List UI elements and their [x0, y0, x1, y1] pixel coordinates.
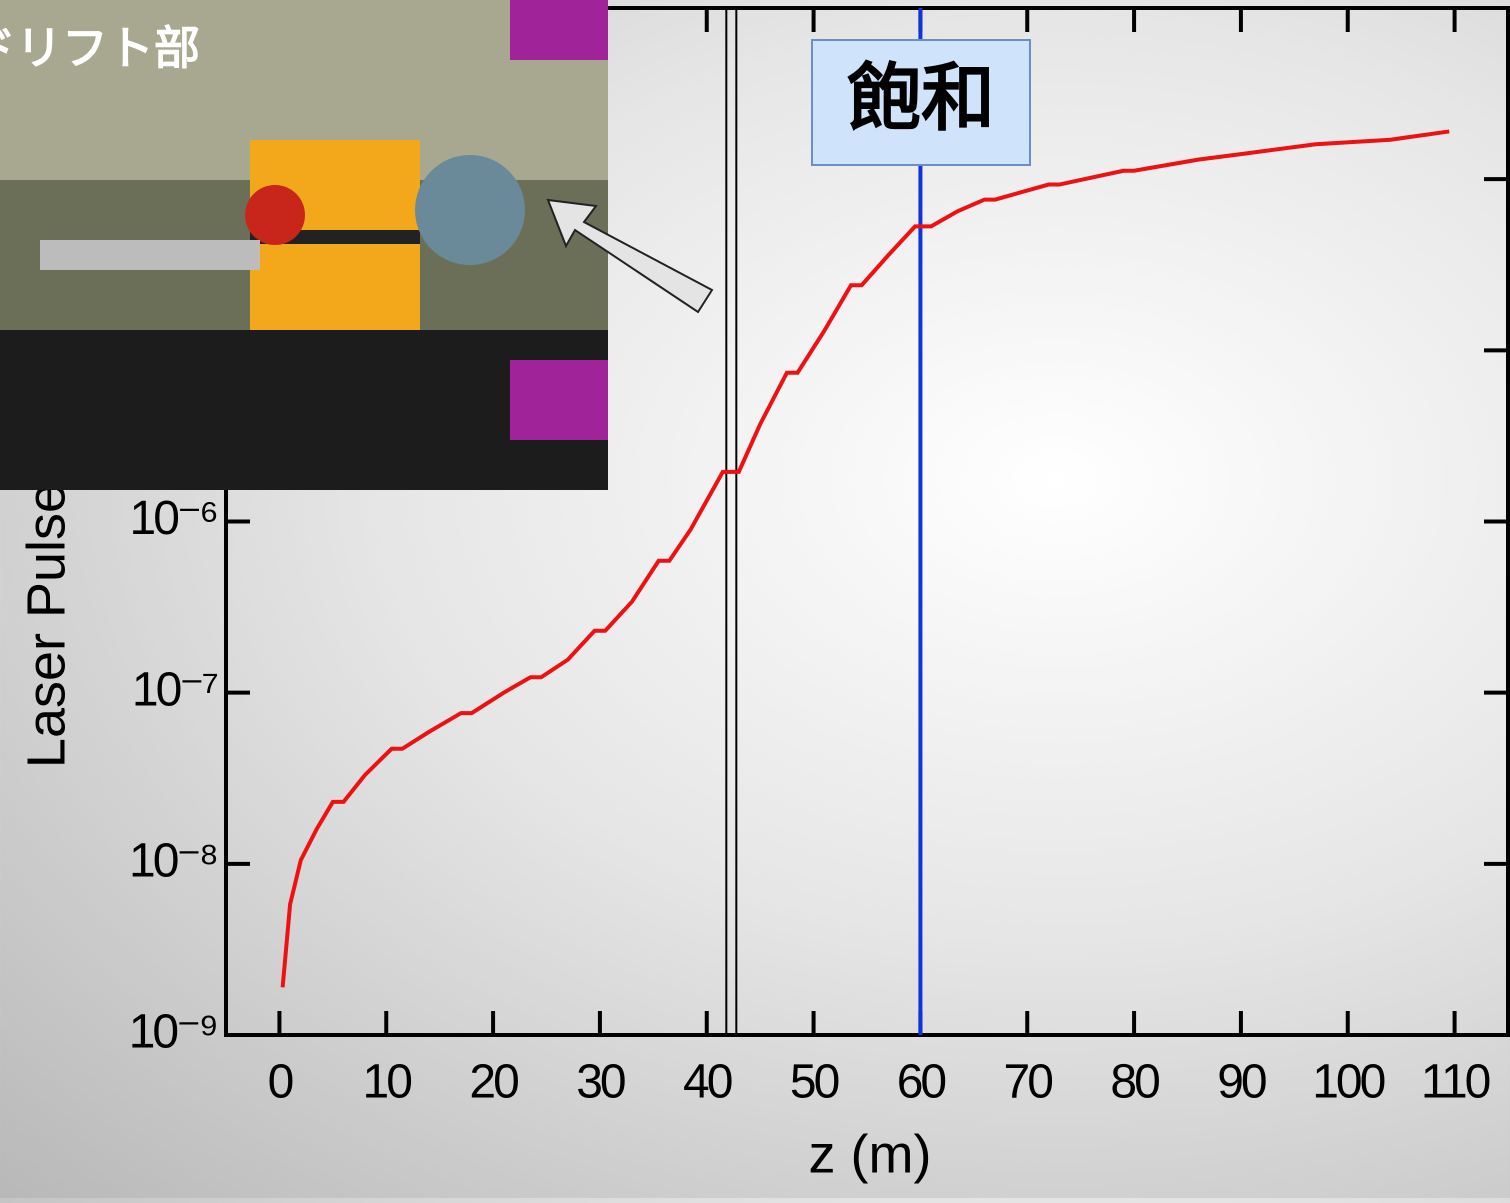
x-tick-label: 40 — [683, 1056, 732, 1109]
x-tick-label: 30 — [576, 1056, 625, 1109]
photo-purple — [510, 0, 608, 60]
x-tick-label: 10 — [363, 1056, 412, 1109]
photo-flange — [415, 155, 525, 265]
y-tick-label: 10⁻⁹ — [129, 1006, 217, 1059]
x-tick-label: 70 — [1004, 1056, 1053, 1109]
photo-caption: ドリフト部 — [0, 22, 200, 74]
x-tick-label: 50 — [790, 1056, 839, 1109]
x-tick-label: 60 — [897, 1056, 946, 1109]
annotation-box — [811, 39, 1031, 166]
x-tick-label: 20 — [469, 1056, 518, 1109]
photo-pipe — [40, 240, 260, 270]
x-tick-label: 90 — [1217, 1056, 1266, 1109]
photo-purple — [510, 360, 608, 440]
y-tick-label: 10⁻⁷ — [132, 663, 218, 716]
data-line — [280, 129, 1450, 988]
x-tick-label: 0 — [268, 1056, 293, 1109]
x-tick-label: 110 — [1421, 1056, 1490, 1109]
y-tick-label: 10⁻⁸ — [129, 835, 217, 888]
x-axis-label: z (m) — [809, 1124, 932, 1184]
x-tick-label: 100 — [1312, 1056, 1384, 1109]
x-tick-label: 80 — [1110, 1056, 1159, 1109]
plot-area: 0 10 20 30 40 50 60 70 80 90 100 110 10⁻⁹ 10⁻⁸ 10⁻⁷ 10⁻… — [129, 6, 1510, 1109]
annotation: 飽和 — [847, 57, 995, 140]
photo: ドリフト部 — [0, 0, 608, 490]
y-tick-label: 10⁻⁶ — [130, 492, 217, 545]
photo-table — [0, 330, 608, 490]
arrow — [546, 198, 714, 314]
photo-red — [245, 185, 305, 245]
